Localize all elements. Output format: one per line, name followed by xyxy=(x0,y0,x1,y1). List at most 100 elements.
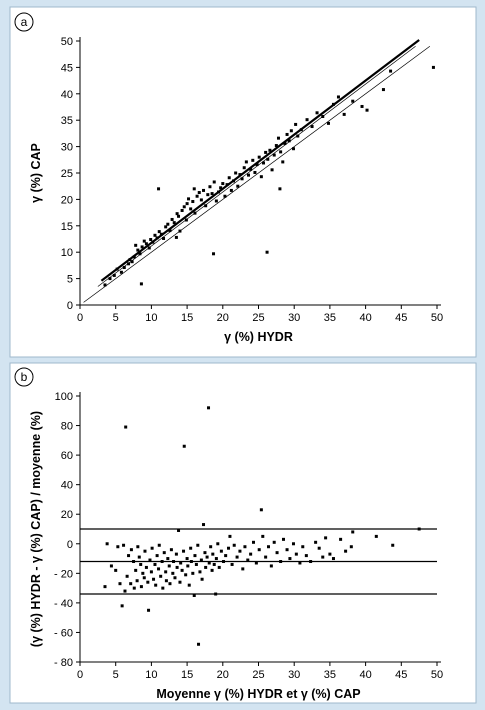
panel-b-data-point xyxy=(143,549,147,553)
panel-b-background xyxy=(9,362,477,704)
panel-b-data-point xyxy=(139,585,143,589)
panel-b-x-tick-label: 25 xyxy=(252,669,264,681)
panel-b-data-point xyxy=(204,565,208,569)
panel-a-data-point xyxy=(279,150,283,154)
panel-a-data-point xyxy=(238,173,242,177)
panel-a-data-point xyxy=(151,240,155,244)
panel-a-data-point xyxy=(177,214,181,218)
panel-a-data-point xyxy=(178,229,182,233)
panel-b-data-point xyxy=(200,577,204,581)
panel-b-data-point xyxy=(264,555,268,559)
panel-b-data-point xyxy=(159,574,163,578)
panel-b-data-point xyxy=(261,534,265,538)
panel-a-data-point xyxy=(272,153,276,157)
panel-b-x-tick-label: 0 xyxy=(77,669,83,681)
panel-a-data-point xyxy=(155,236,159,240)
panel-a-data-point xyxy=(157,187,161,191)
panel-a-data-point xyxy=(331,102,335,106)
panel-b-y-tick-label: 40 xyxy=(61,480,73,492)
panel-b-data-point xyxy=(202,523,206,527)
panel-a-y-tick-label: 0 xyxy=(67,300,73,312)
panel-b-data-point xyxy=(182,549,186,553)
panel-a-data-point xyxy=(103,283,107,287)
panel-a-data-point xyxy=(149,238,153,242)
panel-a-x-tick-label: 40 xyxy=(359,312,371,324)
panel-a-data-point xyxy=(180,208,184,212)
panel-a-data-point xyxy=(193,211,197,215)
panel-a-data-point xyxy=(128,258,132,262)
panel-b-data-point xyxy=(122,543,126,547)
panel-a-data-point xyxy=(157,230,161,234)
panel-b-plot: 0 5 10 15 20 25 30 35 40 45 50 - 80 - 60 - 40 - 20 0 20 4… xyxy=(54,391,443,681)
panel-a-data-point xyxy=(268,148,272,152)
panel-b-x-tick-label: 45 xyxy=(395,669,407,681)
panel-b-data-point xyxy=(216,542,220,546)
panel-a-data-point xyxy=(182,205,186,209)
panel-a-data-point xyxy=(257,155,261,159)
panel-a-data-point xyxy=(108,277,112,281)
panel-b-data-point xyxy=(144,565,148,569)
panel-b-data-point xyxy=(168,582,172,586)
panel-b-data-point xyxy=(127,554,131,558)
panel-b-data-point xyxy=(228,534,232,538)
panel-b-data-point xyxy=(187,583,191,587)
panel-a-data-point xyxy=(208,185,212,189)
panel-b-data-point xyxy=(155,554,159,558)
panel-a-data-point xyxy=(115,267,119,271)
panel-b-data-point xyxy=(298,561,302,565)
panel-b-data-point xyxy=(254,561,258,565)
panel-b-data-point xyxy=(314,540,318,544)
panel-a-y-tick-label: 40 xyxy=(61,89,73,101)
panel-b-data-point xyxy=(194,562,198,566)
panel-b-data-point xyxy=(152,577,156,581)
panel-b-y-tick-label: - 60 xyxy=(54,627,73,639)
panel-a-data-point xyxy=(278,187,282,191)
panel-a-data-point xyxy=(274,144,278,148)
panel-a-data-point xyxy=(305,118,309,122)
panel-b-y-axis-title: (γ (%) HYDR - γ (%) CAP) / moyenne (%) xyxy=(29,411,43,647)
panel-b-data-point xyxy=(339,537,343,541)
panel-b-y-tick-label: 100 xyxy=(55,391,73,403)
panel-b-data-point xyxy=(173,576,177,580)
panel-b-data-point xyxy=(212,562,216,566)
panel-b-data-point xyxy=(249,552,253,556)
panel-a-data-point xyxy=(270,168,274,172)
panel-a-data-point xyxy=(191,200,195,204)
panel-a-y-tick-label: 20 xyxy=(61,194,73,206)
panel-b-data-point xyxy=(116,545,120,549)
panel-b-data-point xyxy=(136,545,140,549)
panel-a-data-point xyxy=(365,108,369,112)
panel-b-data-point xyxy=(148,558,152,562)
panel-a-background xyxy=(9,6,477,358)
panel-b-data-point xyxy=(135,579,139,583)
panel-b-data-point xyxy=(374,534,378,538)
panel-b-data-point xyxy=(120,604,124,608)
panel-b-data-point xyxy=(275,551,279,555)
panel-a-data-point xyxy=(321,115,325,119)
panel-a-data-point xyxy=(253,170,257,174)
panel-b-data-point xyxy=(266,545,270,549)
panel-a-data-point xyxy=(296,134,300,138)
panel-b-data-point xyxy=(161,586,165,590)
panel-b-data-point xyxy=(349,545,353,549)
panel-b-data-point xyxy=(160,560,164,564)
panel-b-data-point xyxy=(134,568,138,572)
panel-a-data-point xyxy=(221,182,225,186)
panel-a-data-point xyxy=(175,212,179,216)
panel-b-data-point xyxy=(232,543,236,547)
panel-b-data-point xyxy=(109,564,113,568)
panel-b-data-point xyxy=(197,642,201,646)
panel-b-data-point xyxy=(157,567,161,571)
panel-a-data-point xyxy=(153,233,157,237)
panel-b-data-point xyxy=(417,527,421,531)
panel-a-data-point xyxy=(132,255,136,259)
panel-b-data-point xyxy=(180,568,184,572)
panel-b-badge xyxy=(14,367,34,387)
panel-b-data-point xyxy=(317,546,321,550)
panel-b-data-point xyxy=(259,508,263,512)
panel-b-data-point xyxy=(166,557,170,561)
panel-a-data-point xyxy=(185,202,189,206)
panel-a-data-point xyxy=(170,217,174,221)
panel-a-data-point xyxy=(259,175,263,179)
panel-a-data-point xyxy=(127,262,131,266)
